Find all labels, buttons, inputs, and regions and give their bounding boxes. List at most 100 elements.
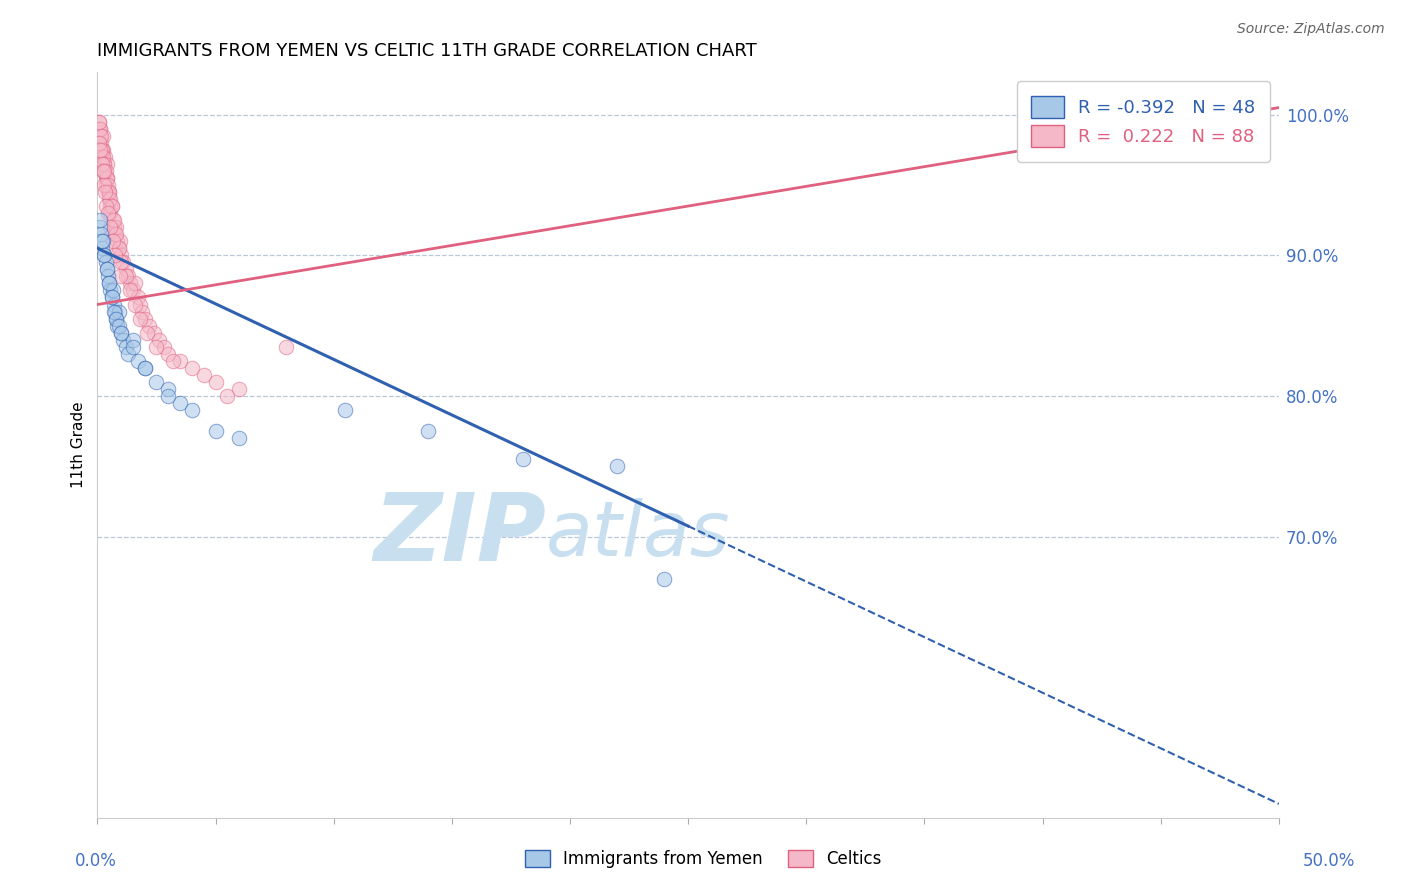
Point [169,396,191,410]
Point [100,199,122,213]
Point [98,277,121,291]
Point [96,170,118,185]
Point [91,143,114,157]
Text: 50.0%: 50.0% [1302,852,1355,870]
Point [180,403,202,417]
Point [180,360,202,375]
Point [114,269,136,284]
Point [89,128,111,143]
Y-axis label: 11th Grade: 11th Grade [72,402,86,489]
Point [606,459,628,474]
Point [157,347,180,361]
Point [93,248,115,262]
Point [98,192,121,206]
Point [100,199,122,213]
Point [87,114,110,128]
Point [104,248,127,262]
Point [91,128,114,143]
Point [110,326,132,340]
Point [134,360,156,375]
Point [91,234,114,248]
Point [107,241,129,255]
Point [96,199,118,213]
Point [101,284,124,298]
Point [100,291,122,305]
Point [124,277,146,291]
Point [121,284,143,298]
Point [105,227,128,242]
Point [107,318,129,333]
Point [131,304,153,318]
Point [134,311,156,326]
Point [107,234,129,248]
Point [103,297,125,311]
Point [228,431,250,445]
Point [97,185,120,199]
Point [228,382,250,396]
Point [91,150,114,164]
Point [512,452,534,467]
Point [121,333,143,347]
Point [145,375,167,389]
Point [89,121,111,136]
Point [94,170,117,185]
Point [169,353,191,368]
Point [418,424,440,438]
Point [91,234,114,248]
Point [97,178,120,192]
Point [145,340,167,354]
Point [91,241,114,255]
Point [101,213,124,227]
Point [96,262,118,277]
Point [94,255,117,269]
Text: 0.0%: 0.0% [75,852,117,870]
Text: IMMIGRANTS FROM YEMEN VS CELTIC 11TH GRADE CORRELATION CHART: IMMIGRANTS FROM YEMEN VS CELTIC 11TH GRA… [97,42,756,60]
Point [105,220,128,235]
Point [276,340,298,354]
Point [96,262,118,277]
Point [90,143,112,157]
Point [103,304,125,318]
Point [94,150,117,164]
Point [98,206,121,220]
Point [107,304,129,318]
Point [108,269,131,284]
Point [98,220,121,235]
Point [128,297,150,311]
Point [120,284,142,298]
Point [152,340,174,354]
Point [89,220,111,235]
Point [98,284,121,298]
Point [93,178,115,192]
Point [98,199,121,213]
Point [91,143,114,157]
Point [103,220,125,235]
Point [96,157,118,171]
Point [138,318,160,333]
Point [98,185,121,199]
Point [162,353,184,368]
Point [110,326,132,340]
Point [96,178,118,192]
Legend: R = -0.392   N = 48, R =  0.222   N = 88: R = -0.392 N = 48, R = 0.222 N = 88 [1017,81,1270,161]
Point [89,136,111,150]
Point [121,340,143,354]
Point [143,326,166,340]
Point [127,353,149,368]
Point [104,227,127,242]
Point [120,277,142,291]
Point [101,234,124,248]
Point [93,164,115,178]
Point [90,157,112,171]
Point [134,360,156,375]
Point [136,326,159,340]
Point [90,128,112,143]
Point [87,114,110,128]
Point [110,248,132,262]
Point [117,347,139,361]
Point [97,269,120,284]
Text: Source: ZipAtlas.com: Source: ZipAtlas.com [1237,22,1385,37]
Text: ZIP: ZIP [374,489,547,581]
Point [94,164,117,178]
Point [148,333,170,347]
